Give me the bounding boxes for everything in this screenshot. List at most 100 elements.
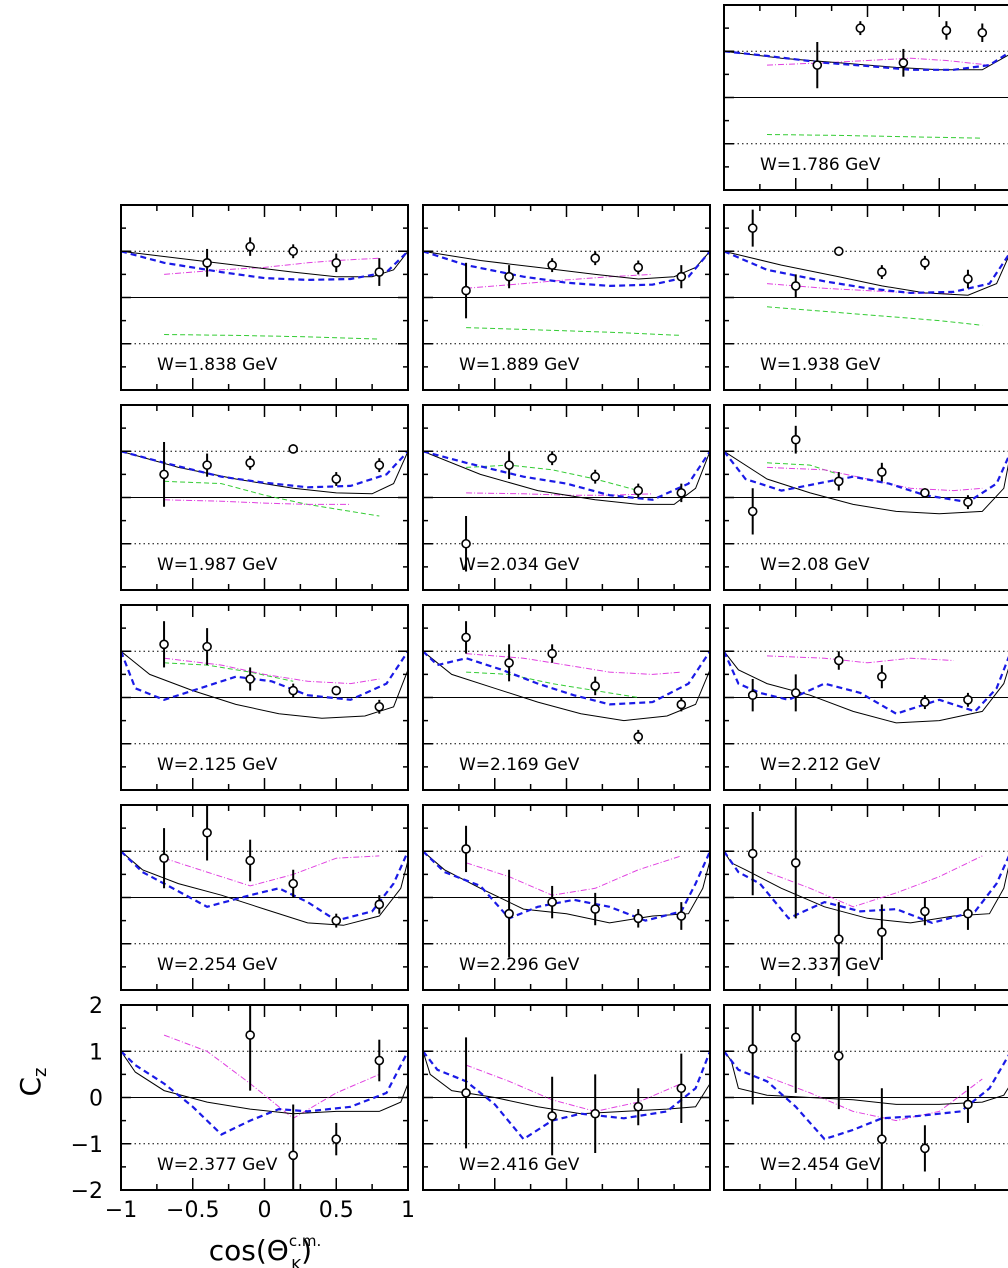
magenta-model-curve	[466, 653, 682, 675]
data-point	[877, 467, 887, 477]
panel-energy-label: W=1.938 GeV	[760, 355, 881, 375]
data-point	[833, 246, 844, 257]
data-point	[920, 906, 930, 917]
solid-model-curve	[423, 450, 710, 505]
panel-energy-label: W=2.454 GeV	[760, 1155, 881, 1175]
panel: W=2.08 GeV	[723, 404, 1008, 591]
data-point	[676, 1083, 687, 1094]
data-point	[461, 844, 471, 854]
data-point	[590, 904, 601, 914]
data-point	[159, 469, 169, 480]
panel: W=2.125 GeV	[120, 604, 409, 791]
panel: W=1.987 GeV	[120, 404, 409, 591]
y-tick-label: 1	[89, 1040, 103, 1065]
panel-energy-label: W=2.034 GeV	[459, 555, 580, 575]
data-point	[159, 639, 169, 650]
panel: W=2.337 GeV	[723, 804, 1008, 991]
x-tick-label: −1	[105, 1198, 137, 1223]
panel: W=1.938 GeV	[723, 204, 1008, 391]
panel-curves	[423, 825, 710, 958]
solid-model-curve	[724, 50, 1008, 71]
solid-model-curve	[121, 250, 408, 278]
data-point	[374, 899, 385, 910]
solid-model-curve	[423, 250, 710, 280]
green-model-curve	[466, 327, 682, 336]
data-point	[920, 1143, 930, 1154]
panel: W=2.169 GeV	[422, 604, 711, 791]
y-tick-label: −1	[71, 1133, 103, 1158]
magenta-model-curve	[164, 499, 351, 505]
data-point	[963, 695, 973, 705]
solid-model-curve	[121, 850, 408, 926]
data-point	[676, 699, 687, 710]
data-point	[833, 655, 844, 666]
panel-energy-label: W=1.889 GeV	[459, 355, 580, 375]
data-point	[920, 258, 930, 268]
solid-model-curve	[724, 1050, 1008, 1105]
panel-curves	[724, 807, 1008, 977]
data-point	[461, 538, 471, 549]
panel-energy-label: W=2.296 GeV	[459, 955, 580, 975]
blue-model-curve	[724, 250, 1008, 295]
panel-curves	[121, 1005, 408, 1190]
data-point	[504, 460, 514, 470]
data-point	[790, 688, 801, 698]
blue-model-curve	[423, 850, 710, 922]
data-point	[877, 267, 887, 277]
data-point	[288, 1150, 299, 1161]
data-point	[877, 927, 887, 937]
data-point	[504, 908, 514, 919]
data-point	[963, 497, 973, 507]
data-point	[676, 271, 687, 282]
blue-model-curve	[724, 50, 1008, 71]
data-point	[590, 681, 601, 691]
panel-grid: W=1.786 GeV W=1.838 GeV W=1.889 GeV W=1.938…	[120, 4, 1008, 1191]
panel: W=2.377 GeV	[120, 1004, 409, 1191]
magenta-model-curve	[766, 655, 954, 664]
data-point	[547, 453, 557, 463]
data-point	[590, 1108, 601, 1119]
data-point	[202, 641, 212, 652]
x-tick-label: 0.5	[319, 1198, 354, 1223]
blue-model-curve	[121, 250, 408, 282]
data-point	[963, 908, 973, 919]
panel-energy-label: W=2.337 GeV	[760, 955, 881, 975]
data-point	[963, 274, 973, 284]
y-tick-label: 2	[89, 994, 103, 1019]
data-point	[374, 701, 385, 712]
solid-model-curve	[724, 650, 1008, 724]
data-point	[504, 271, 514, 282]
data-point	[676, 488, 687, 498]
data-point	[855, 23, 866, 33]
blue-model-curve	[724, 650, 1008, 715]
data-point	[790, 281, 801, 291]
data-point	[590, 471, 601, 482]
green-model-curve	[766, 462, 839, 475]
magenta-model-curve	[766, 855, 983, 908]
blue-model-curve	[423, 650, 710, 706]
panel: W=1.889 GeV	[422, 204, 711, 391]
data-point	[790, 858, 801, 868]
x-tick-label: 0	[258, 1198, 272, 1223]
data-point	[202, 460, 212, 470]
data-point	[877, 1134, 887, 1144]
data-point	[245, 674, 255, 684]
data-point	[920, 697, 930, 707]
data-point	[547, 897, 557, 907]
panel-curves	[724, 209, 1008, 326]
panel: W=1.838 GeV	[120, 204, 409, 391]
data-point	[676, 911, 687, 921]
panel-curves	[724, 21, 1008, 139]
solid-model-curve	[724, 250, 1008, 296]
data-point	[159, 853, 169, 863]
green-model-curve	[766, 134, 983, 139]
y-axis-title: Cz	[14, 1067, 51, 1096]
data-point	[461, 285, 471, 296]
data-point	[790, 1032, 801, 1043]
magenta-model-curve	[466, 273, 653, 289]
data-point	[633, 262, 644, 273]
data-point	[331, 258, 342, 268]
data-point	[547, 260, 557, 270]
data-point	[288, 878, 299, 889]
